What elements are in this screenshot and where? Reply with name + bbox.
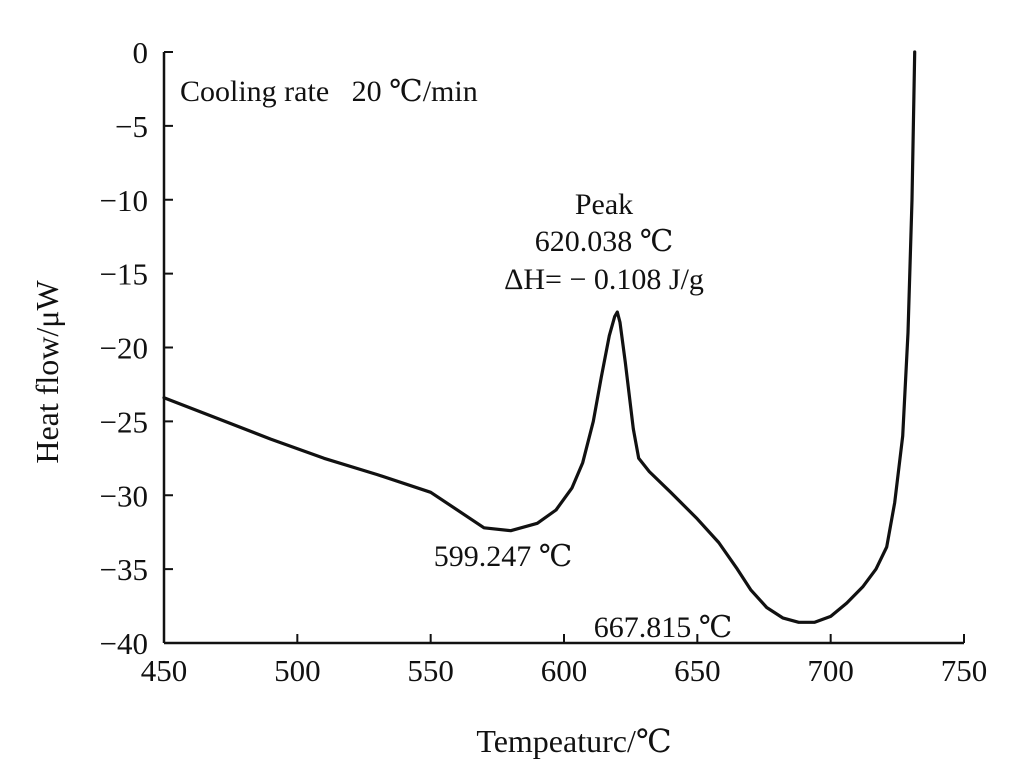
y-tick-label: −15	[100, 257, 148, 292]
y-tick-label: 0	[133, 35, 149, 70]
annotation-peak-label: Peak	[575, 188, 633, 221]
y-ticks	[164, 51, 173, 644]
y-tick-labels: 0 −5 −10 −15 −20 −25 −30 −35 −40	[100, 35, 148, 661]
x-axis-title: Tempeaturc/℃	[476, 723, 671, 759]
annotation-minimum-temperature: 667.815 ℃	[594, 611, 733, 644]
y-tick-label: −35	[100, 552, 148, 587]
y-tick-label: −25	[100, 404, 148, 439]
y-tick-label: −10	[100, 183, 148, 218]
x-tick-labels: 450 500 550 600 650 700 750	[141, 653, 988, 688]
annotation-onset-temperature: 599.247 ℃	[434, 540, 573, 573]
x-tick-label: 550	[407, 653, 454, 688]
x-tick-label: 700	[807, 653, 854, 688]
y-tick-label: −30	[100, 478, 148, 513]
y-axis-title: Heat flow/μW	[29, 280, 65, 464]
annotation-cooling-rate: Cooling rate 20 ℃/min	[180, 75, 478, 108]
y-tick-label: −40	[100, 626, 148, 661]
x-tick-label: 450	[141, 653, 188, 688]
series-line-cooling	[162, 50, 917, 624]
x-tick-label: 750	[941, 653, 988, 688]
x-ticks	[163, 634, 965, 643]
x-tick-label: 600	[541, 653, 588, 688]
x-tick-label: 650	[674, 653, 721, 688]
y-tick-label: −20	[100, 331, 148, 366]
annotation-peak-temperature: 620.038 ℃	[535, 225, 674, 258]
annotation-peak-enthalpy: ΔH= − 0.108 J/g	[504, 263, 704, 296]
y-tick-label: −5	[115, 109, 148, 144]
x-tick-label: 500	[274, 653, 321, 688]
